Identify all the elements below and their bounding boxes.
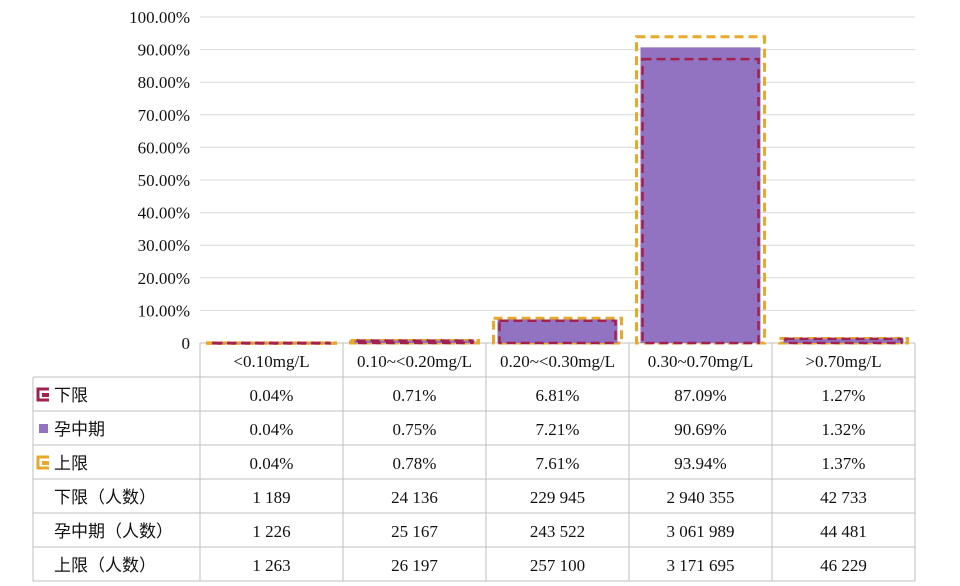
data-table: <0.10mg/L 0.10~<0.20mg/L 0.20~<0.30mg/L 0.3… [32,343,916,582]
data-label: 7.21% [536,420,580,439]
count-row-name: 下限（人数） [54,488,156,507]
gridlines [200,16,915,344]
legend-key-lower-limit [36,387,49,402]
category-label: 0.20~<0.30mg/L [500,352,615,371]
category-label: 0.30~0.70mg/L [648,352,754,371]
category-label: >0.70mg/L [805,352,881,371]
count-row-name: 上限（人数） [54,556,156,575]
y-tick-label: 70.00% [138,106,190,125]
count-value: 1 189 [252,488,290,507]
series-name: 下限 [54,386,88,405]
data-label: 1.27% [822,386,866,405]
data-label: 0.04% [250,386,294,405]
bar-mid-pregnancy [497,319,618,343]
data-label: 7.61% [536,454,580,473]
y-tick-label: 20.00% [138,269,190,288]
count-value: 1 226 [252,522,290,541]
legend-key-mark [42,461,49,465]
count-value: 25 167 [391,522,438,541]
count-value: 1 263 [252,556,290,575]
category-label: <0.10mg/L [233,352,309,371]
count-value: 2 940 355 [667,488,735,507]
count-value: 46 229 [820,556,867,575]
data-label: 1.37% [822,454,866,473]
bars [206,35,909,345]
data-label: 0.75% [393,420,437,439]
count-value: 257 100 [530,556,585,575]
y-tick-label: 80.00% [138,73,190,92]
count-value: 44 481 [820,522,867,541]
data-label: 0.71% [393,386,437,405]
bar-mid-pregnancy [640,47,761,344]
bar-lower-limit [498,319,617,345]
count-value: 24 136 [391,488,438,507]
bar-lower-limit [355,339,474,345]
legend-key-stroke [36,455,49,470]
y-tick-label: 90.00% [138,41,190,60]
data-label: 6.81% [536,386,580,405]
count-value: 3 171 695 [667,556,735,575]
bar-mid-pregnancy [783,338,904,343]
count-value: 26 197 [391,556,438,575]
data-label: 0.04% [250,454,294,473]
y-tick-label: 30.00% [138,236,190,255]
y-tick-label: 40.00% [138,204,190,223]
count-value: 229 945 [530,488,585,507]
legend-key-mark [42,393,49,397]
count-value: 3 061 989 [667,522,735,541]
legend-key-mid-pregnancy [39,424,48,433]
y-axis-ticks: 0 10.00% 20.00% 30.00% 40.00% 50.00% 60.00% 70.… [129,8,190,353]
data-label: 0.04% [250,420,294,439]
data-label: 90.69% [674,420,726,439]
data-label: 0.78% [393,454,437,473]
bar-lower-limit [212,341,331,345]
count-value: 42 733 [820,488,867,507]
count-value: 243 522 [530,522,585,541]
bar-lower-limit [784,337,903,345]
y-tick-label: 50.00% [138,171,190,190]
legend-key-upper-limit [36,455,49,470]
data-label: 87.09% [674,386,726,405]
y-tick-label: 0 [182,334,191,353]
data-label: 1.32% [822,420,866,439]
count-row-name: 孕中期（人数） [54,522,173,541]
bar-lower-limit [641,57,760,345]
y-tick-label: 60.00% [138,138,190,157]
y-tick-label: 100.00% [129,8,190,27]
series-name: 孕中期 [54,420,105,439]
series-name: 上限 [54,454,88,473]
y-tick-label: 10.00% [138,301,190,320]
category-label: 0.10~<0.20mg/L [357,352,472,371]
data-label: 93.94% [674,454,726,473]
legend-key-stroke [36,387,49,402]
